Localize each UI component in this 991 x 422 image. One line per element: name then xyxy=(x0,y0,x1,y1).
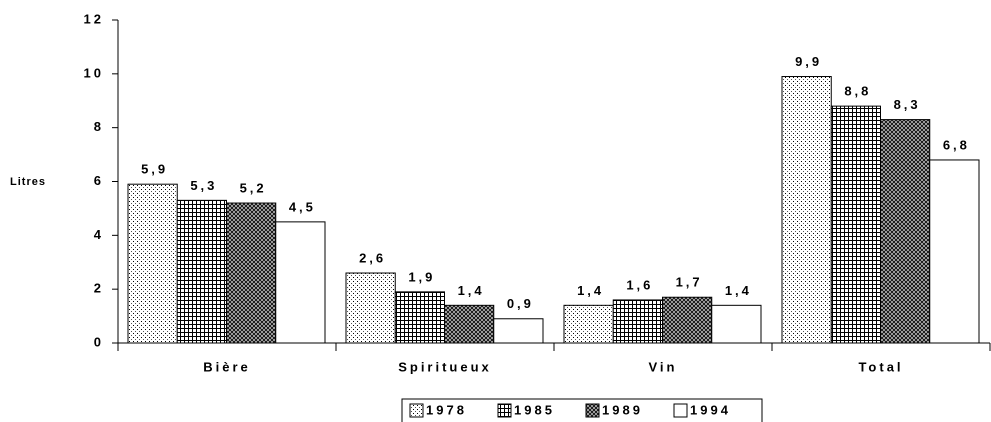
bar xyxy=(394,291,445,344)
bar xyxy=(612,299,663,344)
bar xyxy=(275,221,326,344)
data-label: 1,4 xyxy=(458,283,485,298)
y-tick-label: 6 xyxy=(94,173,104,188)
data-label: 6,8 xyxy=(943,137,970,152)
bar xyxy=(711,304,762,344)
bar xyxy=(444,304,495,344)
data-label: 9,9 xyxy=(795,54,822,69)
legend-label: 1994 xyxy=(690,402,731,417)
data-label: 5,9 xyxy=(141,162,168,177)
bar xyxy=(662,296,713,344)
x-tick-label: Total xyxy=(858,359,903,374)
legend-label: 1985 xyxy=(514,402,555,417)
data-label: 5,2 xyxy=(240,180,267,195)
x-tick-label: Vin xyxy=(649,359,678,374)
legend-label: 1978 xyxy=(426,402,467,417)
legend-box xyxy=(401,398,763,422)
data-label: 1,6 xyxy=(626,277,653,292)
data-label: 4,5 xyxy=(289,199,316,214)
bar xyxy=(880,119,931,344)
bar xyxy=(226,202,277,344)
bar xyxy=(127,183,178,344)
bar xyxy=(176,199,227,344)
bar xyxy=(493,318,544,344)
data-label: 1,4 xyxy=(725,283,752,298)
legend-swatch xyxy=(497,403,512,418)
data-label: 0,9 xyxy=(507,296,534,311)
legend-swatch xyxy=(673,403,688,418)
legend-swatch xyxy=(409,403,424,418)
bar xyxy=(929,159,980,344)
data-label: 1,4 xyxy=(577,283,604,298)
bar xyxy=(781,76,832,344)
legend-label: 1989 xyxy=(602,402,643,417)
y-tick-label: 8 xyxy=(94,119,104,134)
data-label: 8,3 xyxy=(894,97,921,112)
y-tick-label: 12 xyxy=(84,11,104,26)
y-tick-label: 2 xyxy=(94,281,104,296)
data-label: 8,8 xyxy=(844,84,871,99)
y-axis-label: Litres xyxy=(10,176,46,188)
data-label: 5,3 xyxy=(190,178,217,193)
y-tick-label: 0 xyxy=(94,334,104,349)
x-tick-label: Spiritueux xyxy=(398,359,492,374)
data-label: 1,9 xyxy=(408,269,435,284)
x-tick-label: Bière xyxy=(203,359,251,374)
bar xyxy=(563,304,614,344)
legend-swatch xyxy=(585,403,600,418)
y-tick-label: 4 xyxy=(94,227,104,242)
y-tick-label: 10 xyxy=(84,65,104,80)
bar xyxy=(830,105,881,344)
data-label: 1,7 xyxy=(676,275,703,290)
bar xyxy=(345,272,396,344)
data-label: 2,6 xyxy=(359,250,386,265)
